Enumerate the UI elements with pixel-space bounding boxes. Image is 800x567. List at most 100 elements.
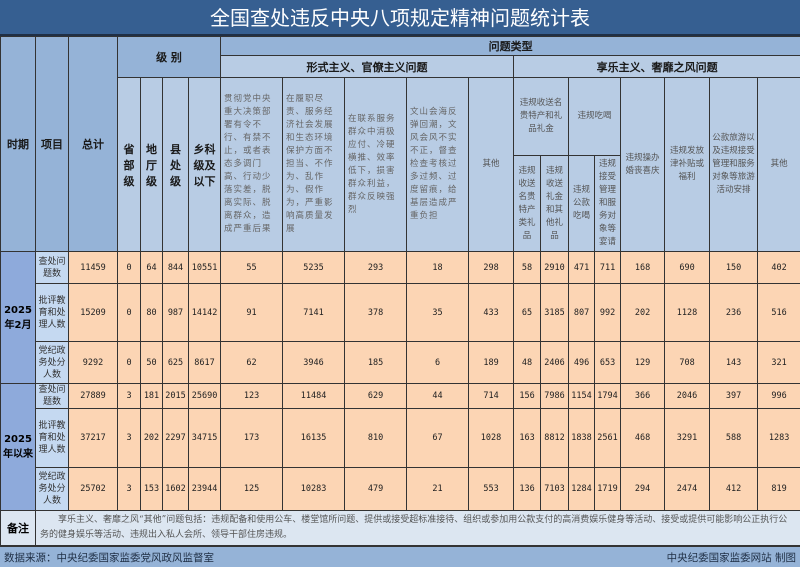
value-cell: 402	[758, 252, 800, 284]
header-formalism-duties: 在履职尽责、服务经济社会发展和生态环境保护方面不担当、不作为、乱作为、假作为，严…	[283, 78, 345, 252]
value-cell: 168	[621, 252, 665, 284]
value-cell: 37217	[69, 409, 118, 468]
value-cell: 123	[221, 384, 283, 409]
value-cell: 1284	[569, 468, 595, 511]
value-cell: 7103	[541, 468, 569, 511]
header-formalism: 形式主义、官僚主义问题	[221, 56, 514, 78]
value-cell: 189	[469, 342, 514, 384]
row-item-label: 批评教育和处理人数	[36, 284, 69, 342]
row-item-label: 批评教育和处理人数	[36, 409, 69, 468]
value-cell: 810	[345, 409, 407, 468]
value-cell: 819	[758, 468, 800, 511]
row-item-label: 查处问题数	[36, 384, 69, 409]
value-cell: 653	[595, 342, 621, 384]
header-item: 项目	[36, 37, 69, 252]
value-cell: 3946	[283, 342, 345, 384]
note-text: 享乐主义、奢靡之风“其他”问题包括：违规配备和使用公车、楼堂馆所问题、提供或接受…	[36, 511, 800, 546]
value-cell: 844	[163, 252, 189, 284]
value-cell: 3	[118, 468, 141, 511]
value-cell: 412	[710, 468, 758, 511]
value-cell: 468	[621, 409, 665, 468]
header-gifts-specialty: 违规收送名贵特产类礼品	[514, 156, 541, 252]
header-hedonism-other: 其他	[758, 78, 800, 252]
value-cell: 1028	[469, 409, 514, 468]
value-cell: 397	[710, 384, 758, 409]
value-cell: 44	[407, 384, 469, 409]
value-cell: 1719	[595, 468, 621, 511]
header-dining: 违规吃喝	[569, 78, 621, 156]
header-level-prefecture: 地厅级	[141, 78, 163, 252]
value-cell: 471	[569, 252, 595, 284]
header-weddings-funerals: 违规操办婚丧喜庆	[621, 78, 665, 252]
value-cell: 1602	[163, 468, 189, 511]
value-cell: 629	[345, 384, 407, 409]
period-label: 2025年以来	[1, 384, 36, 511]
value-cell: 433	[469, 284, 514, 342]
value-cell: 9292	[69, 342, 118, 384]
header-gifts: 违规收送名贵特产和礼品礼金	[514, 78, 569, 156]
value-cell: 65	[514, 284, 541, 342]
header-problem-type: 问题类型	[221, 37, 800, 56]
value-cell: 129	[621, 342, 665, 384]
value-cell: 6	[407, 342, 469, 384]
footer: 数据来源：中央纪委国家监委党风政风监督室 中央纪委国家监委网站 制图	[0, 546, 800, 567]
header-level-township: 乡科级及以下	[189, 78, 221, 252]
value-cell: 80	[141, 284, 163, 342]
value-cell: 58	[514, 252, 541, 284]
value-cell: 62	[221, 342, 283, 384]
value-cell: 588	[710, 409, 758, 468]
value-cell: 2910	[541, 252, 569, 284]
value-cell: 3185	[541, 284, 569, 342]
value-cell: 10283	[283, 468, 345, 511]
header-tourism: 公款旅游以及违规接受管理和服务对象等旅游活动安排	[710, 78, 758, 252]
value-cell: 10551	[189, 252, 221, 284]
value-cell: 55	[221, 252, 283, 284]
header-level-provincial: 省部级	[118, 78, 141, 252]
value-cell: 298	[469, 252, 514, 284]
header-gifts-cash: 违规收送礼金和其他礼品	[541, 156, 569, 252]
value-cell: 185	[345, 342, 407, 384]
value-cell: 516	[758, 284, 800, 342]
value-cell: 625	[163, 342, 189, 384]
value-cell: 553	[469, 468, 514, 511]
value-cell: 378	[345, 284, 407, 342]
value-cell: 67	[407, 409, 469, 468]
value-cell: 690	[665, 252, 710, 284]
value-cell: 35	[407, 284, 469, 342]
value-cell: 711	[595, 252, 621, 284]
header-total: 总计	[69, 37, 118, 252]
value-cell: 321	[758, 342, 800, 384]
value-cell: 125	[221, 468, 283, 511]
value-cell: 496	[569, 342, 595, 384]
value-cell: 18	[407, 252, 469, 284]
header-formalism-other: 其他	[469, 78, 514, 252]
value-cell: 8812	[541, 409, 569, 468]
statistics-table: 时期 项目 总计 级 别 问题类型 形式主义、官僚主义问题 享乐主义、奢靡之风问…	[0, 36, 800, 546]
period-label: 2025年2月	[1, 252, 36, 384]
value-cell: 992	[595, 284, 621, 342]
value-cell: 173	[221, 409, 283, 468]
value-cell: 11459	[69, 252, 118, 284]
value-cell: 8617	[189, 342, 221, 384]
value-cell: 156	[514, 384, 541, 409]
value-cell: 0	[118, 284, 141, 342]
value-cell: 1838	[569, 409, 595, 468]
value-cell: 25690	[189, 384, 221, 409]
value-cell: 15209	[69, 284, 118, 342]
value-cell: 14142	[189, 284, 221, 342]
credit: 中央纪委国家监委网站 制图	[667, 550, 796, 565]
value-cell: 11484	[283, 384, 345, 409]
header-period: 时期	[1, 37, 36, 252]
value-cell: 3	[118, 409, 141, 468]
value-cell: 294	[621, 468, 665, 511]
value-cell: 479	[345, 468, 407, 511]
value-cell: 34715	[189, 409, 221, 468]
value-cell: 64	[141, 252, 163, 284]
value-cell: 1128	[665, 284, 710, 342]
table-title: 全国查处违反中央八项规定精神问题统计表	[0, 0, 800, 36]
